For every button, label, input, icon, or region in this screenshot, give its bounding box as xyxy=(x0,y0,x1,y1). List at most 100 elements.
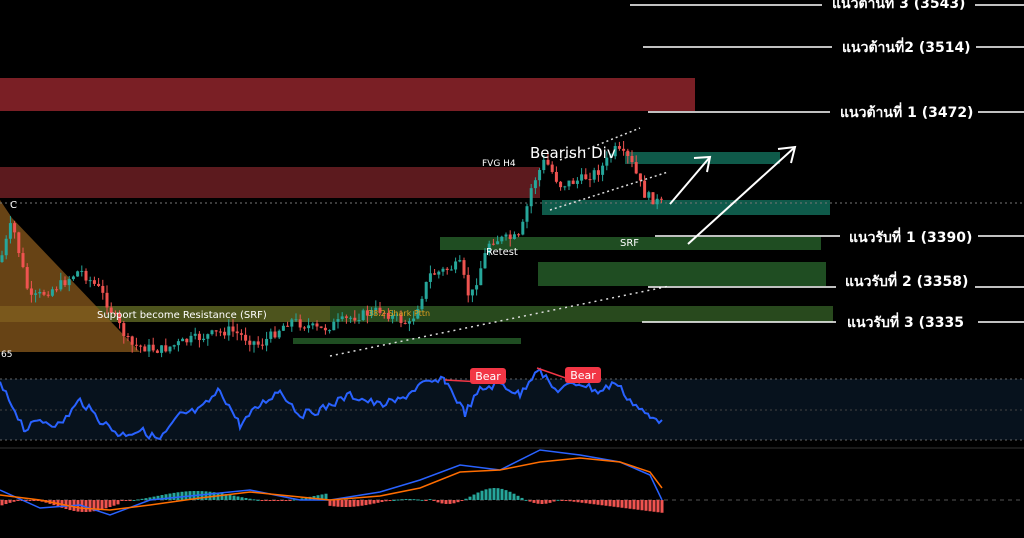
macd-bar xyxy=(472,494,476,500)
candle-body xyxy=(223,331,227,336)
candle-body xyxy=(101,285,105,293)
candle-body xyxy=(155,350,159,353)
macd-bar xyxy=(460,500,464,501)
macd-bar xyxy=(516,495,520,500)
candle-body xyxy=(302,327,306,329)
candle-body xyxy=(21,253,25,268)
candle-body xyxy=(235,331,239,334)
candle-body xyxy=(609,156,613,158)
srf-label: SRF xyxy=(620,238,639,249)
macd-bar xyxy=(320,494,324,500)
candle-body xyxy=(533,180,537,189)
candle-body xyxy=(134,344,138,346)
macd-bar xyxy=(112,500,116,506)
candle-body xyxy=(88,280,92,282)
candle-body xyxy=(395,314,399,316)
candle-body xyxy=(529,188,533,207)
candle-body xyxy=(563,186,567,188)
macd-bar xyxy=(152,496,156,500)
macd-bar xyxy=(368,500,372,505)
trendline-support xyxy=(329,285,671,357)
candle-body xyxy=(596,170,600,175)
candle-body xyxy=(487,243,491,254)
candle-body xyxy=(202,338,206,341)
macd-bar xyxy=(608,500,612,507)
macd-bar xyxy=(0,500,4,506)
macd-bar xyxy=(352,500,356,507)
candle-body xyxy=(634,162,638,174)
candle-body xyxy=(365,310,369,316)
candle-body xyxy=(294,319,298,321)
macd-bar xyxy=(168,493,172,500)
candle-body xyxy=(25,267,29,289)
macd-bar xyxy=(456,500,460,503)
candle-body xyxy=(550,164,554,172)
candle-body xyxy=(109,307,113,314)
macd-bar xyxy=(372,500,376,504)
candle-body xyxy=(399,314,403,323)
candle-body xyxy=(185,338,189,343)
macd-bar xyxy=(532,500,536,503)
candle-body xyxy=(340,316,344,320)
candle-body xyxy=(601,165,605,175)
macd-bar xyxy=(120,500,124,501)
macd-bar xyxy=(16,500,20,501)
candle-body xyxy=(71,276,75,280)
macd-bar xyxy=(284,500,288,501)
candle-body xyxy=(454,261,458,270)
candle-body xyxy=(491,243,495,245)
candle-body xyxy=(344,316,348,318)
macd-bar xyxy=(344,500,348,507)
candle-body xyxy=(479,268,483,286)
candle-body xyxy=(508,234,512,239)
candle-body xyxy=(256,341,260,345)
macd-bar xyxy=(520,497,524,500)
candle-body xyxy=(193,333,197,336)
candle-body xyxy=(584,174,588,180)
candle-body xyxy=(466,274,470,296)
supply-zone-mid xyxy=(0,167,540,198)
macd-bar xyxy=(656,500,660,513)
macd-bar xyxy=(448,500,452,504)
candle-body xyxy=(210,330,214,335)
macd-bar xyxy=(96,500,100,511)
candle-body xyxy=(269,331,273,339)
candle-body xyxy=(84,270,88,281)
candle-body xyxy=(189,335,193,343)
candle-body xyxy=(437,271,441,275)
macd-bar xyxy=(540,500,544,504)
candle-body xyxy=(206,334,210,339)
macd-bar xyxy=(528,500,532,502)
candle-body xyxy=(244,334,248,341)
candle-body xyxy=(546,159,550,165)
candle-body xyxy=(151,344,155,351)
macd-bar xyxy=(592,500,596,505)
macd-bar xyxy=(28,500,32,501)
macd-bar xyxy=(500,488,504,500)
fvg-label: FVG H4 xyxy=(482,159,516,169)
macd-bar xyxy=(276,500,280,501)
candles-layer xyxy=(0,141,663,358)
candle-body xyxy=(17,232,21,254)
macd-bar xyxy=(140,498,144,500)
candle-body xyxy=(248,340,252,345)
macd-bar xyxy=(84,500,88,512)
candle-body xyxy=(643,180,647,198)
macd-bar xyxy=(612,500,616,507)
macd-panel xyxy=(0,449,1024,516)
macd-bar xyxy=(636,500,640,510)
macd-bar xyxy=(560,500,564,501)
macd-bar xyxy=(300,498,304,500)
bear-badge-2 xyxy=(565,367,601,383)
candle-body xyxy=(0,255,4,262)
candle-body xyxy=(130,336,134,345)
candle-body xyxy=(172,345,176,347)
srf-zone-label: Support become Resistance (SRF) xyxy=(97,310,267,321)
candle-body xyxy=(181,338,185,342)
macd-bar xyxy=(224,494,228,500)
candle-body xyxy=(227,326,231,336)
macd-bar xyxy=(404,499,408,501)
macd-bar xyxy=(164,494,168,500)
macd-bar xyxy=(584,500,588,504)
macd-bar xyxy=(280,500,284,501)
